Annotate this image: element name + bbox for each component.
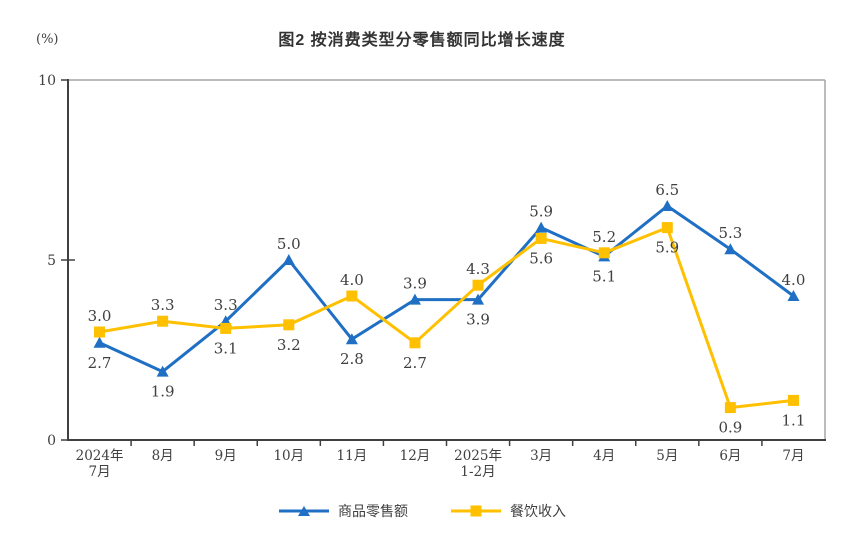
data-point-label: 4.3 bbox=[466, 260, 490, 278]
data-point-triangle-marker bbox=[724, 243, 737, 255]
data-point-label: 5.0 bbox=[277, 235, 301, 253]
legend-item-catering-income: 餐饮收入 bbox=[450, 501, 566, 521]
data-point-square-marker bbox=[472, 279, 484, 291]
data-point-square-marker bbox=[535, 232, 547, 244]
data-point-label: 5.9 bbox=[655, 239, 679, 257]
legend-item-goods-retail: 商品零售额 bbox=[278, 501, 408, 521]
x-axis-category-label: 3月 bbox=[530, 448, 552, 464]
data-point-label: 2.8 bbox=[340, 350, 364, 368]
data-point-square-marker bbox=[346, 290, 358, 302]
data-point-square-marker bbox=[724, 402, 736, 414]
data-point-label: 0.9 bbox=[718, 419, 742, 437]
data-point-triangle-marker bbox=[156, 365, 169, 377]
data-point-label: 5.9 bbox=[529, 203, 553, 221]
chart-title: 图2 按消费类型分零售额同比增长速度 bbox=[278, 32, 566, 49]
x-axis-category-label: 7月 bbox=[782, 448, 804, 464]
data-point-label: 4.0 bbox=[782, 271, 806, 289]
data-point-triangle-marker bbox=[93, 336, 106, 348]
data-point-square-marker bbox=[787, 394, 799, 406]
data-point-square-marker bbox=[283, 319, 295, 331]
x-axis-category-label: 5月 bbox=[656, 448, 678, 464]
x-axis-category-label: 2025年 1-2月 bbox=[454, 448, 502, 480]
legend-label-goods-retail: 商品零售额 bbox=[338, 504, 408, 520]
data-point-label: 3.3 bbox=[214, 296, 238, 314]
data-point-square-marker bbox=[157, 315, 169, 327]
data-point-label: 3.9 bbox=[466, 311, 490, 329]
data-point-triangle-marker bbox=[535, 221, 548, 233]
data-point-triangle-marker bbox=[472, 293, 485, 305]
data-point-label: 3.1 bbox=[214, 339, 238, 357]
data-point-square-marker bbox=[661, 222, 673, 234]
y-axis-tick-label: 5 bbox=[47, 253, 56, 269]
x-axis-category-label: 2024年 7月 bbox=[76, 448, 124, 480]
legend-swatch-line-triangle-icon bbox=[279, 506, 329, 516]
data-point-square-marker bbox=[598, 247, 610, 259]
data-point-label: 3.9 bbox=[403, 275, 427, 293]
data-point-label: 5.3 bbox=[718, 224, 742, 242]
y-axis-unit-label: (%) bbox=[36, 32, 59, 47]
data-point-label: 1.9 bbox=[151, 383, 175, 401]
data-point-label: 4.0 bbox=[340, 271, 364, 289]
series-line-square bbox=[98, 226, 795, 410]
data-point-label: 2.7 bbox=[403, 354, 427, 372]
x-axis-category-label: 11月 bbox=[337, 448, 368, 464]
x-axis-category-label: 9月 bbox=[215, 448, 237, 464]
x-axis-category-label: 6月 bbox=[719, 448, 741, 464]
x-axis-category-label: 8月 bbox=[152, 448, 174, 464]
x-axis-category-label: 10月 bbox=[273, 448, 304, 464]
y-axis-tick-label: 10 bbox=[38, 73, 56, 89]
data-point-triangle-marker bbox=[408, 293, 421, 305]
series-line-triangle bbox=[98, 204, 795, 374]
data-point-label: 5.1 bbox=[592, 267, 616, 285]
legend-label-catering-income: 餐饮收入 bbox=[510, 504, 566, 520]
data-point-label: 3.0 bbox=[88, 307, 112, 325]
x-axis-category-label: 4月 bbox=[593, 448, 615, 464]
data-point-label: 2.7 bbox=[88, 354, 112, 372]
data-point-label: 5.2 bbox=[592, 228, 616, 246]
data-point-label: 1.1 bbox=[782, 411, 806, 429]
data-point-label: 3.3 bbox=[151, 296, 175, 314]
legend-swatch-line-square-icon bbox=[451, 505, 501, 517]
data-point-label: 5.6 bbox=[529, 249, 553, 267]
chart-legend: 商品零售额 餐饮收入 bbox=[0, 501, 844, 521]
data-point-label: 6.5 bbox=[655, 181, 679, 199]
data-point-triangle-marker bbox=[661, 200, 674, 211]
data-point-label: 3.2 bbox=[277, 336, 301, 354]
data-point-triangle-marker bbox=[345, 333, 358, 345]
data-point-triangle-marker bbox=[282, 254, 295, 265]
data-point-triangle-marker bbox=[787, 290, 800, 301]
data-point-square-marker bbox=[220, 322, 232, 334]
data-point-square-marker bbox=[94, 326, 106, 338]
y-axis-tick-label: 0 bbox=[47, 433, 56, 449]
x-axis-category-label: 12月 bbox=[400, 448, 431, 464]
data-point-square-marker bbox=[409, 337, 421, 349]
